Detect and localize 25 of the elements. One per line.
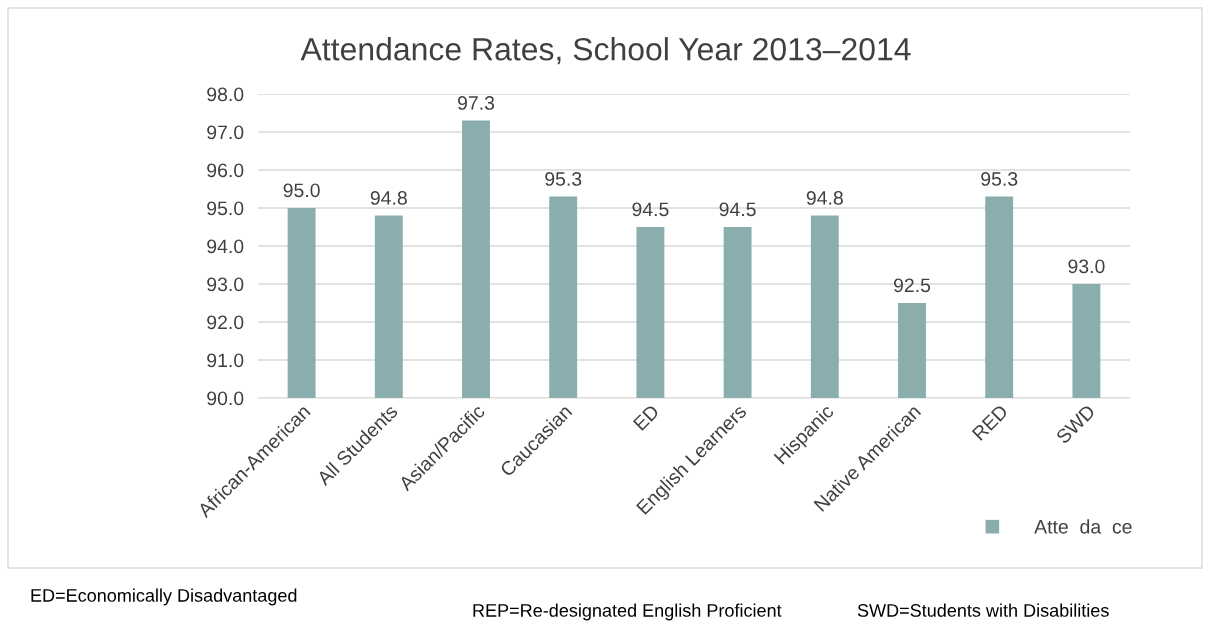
legend-label: Atte da ce	[1034, 519, 1132, 534]
y-tick-label: 96.0	[207, 163, 244, 178]
y-tick-label: 94.0	[207, 239, 244, 254]
text: REP=Re-designated English Proficient	[473, 603, 782, 621]
data-label: 97.3	[457, 96, 495, 110]
data-label: 94.5	[632, 202, 669, 217]
chart-title: Attendance Rates, School Year 2013–2014	[300, 37, 911, 65]
data-label: 92.5	[893, 278, 931, 293]
y-tick-label: 97.0	[207, 125, 244, 140]
data-label: 94.8	[370, 191, 407, 205]
x-tick-label: ED	[632, 404, 660, 431]
text: SWD=Students with Disabilities	[857, 603, 1109, 617]
data-label: 94.5	[719, 202, 756, 217]
text: ED=Economically Disadvantaged	[31, 588, 297, 606]
y-tick-label: 98.0	[207, 87, 244, 102]
data-label: 95.0	[283, 183, 320, 198]
data-label: 94.8	[806, 191, 843, 205]
y-tick-label: 93.0	[207, 277, 244, 292]
y-tick-label: 91.0	[207, 353, 244, 368]
data-label: 95.3	[545, 172, 582, 186]
y-tick-label: 90.0	[207, 391, 244, 406]
data-label: 93.0	[1068, 259, 1105, 274]
y-tick-label: 92.0	[207, 315, 244, 330]
y-tick-label: 95.0	[207, 201, 244, 216]
data-label: 95.3	[981, 172, 1018, 186]
